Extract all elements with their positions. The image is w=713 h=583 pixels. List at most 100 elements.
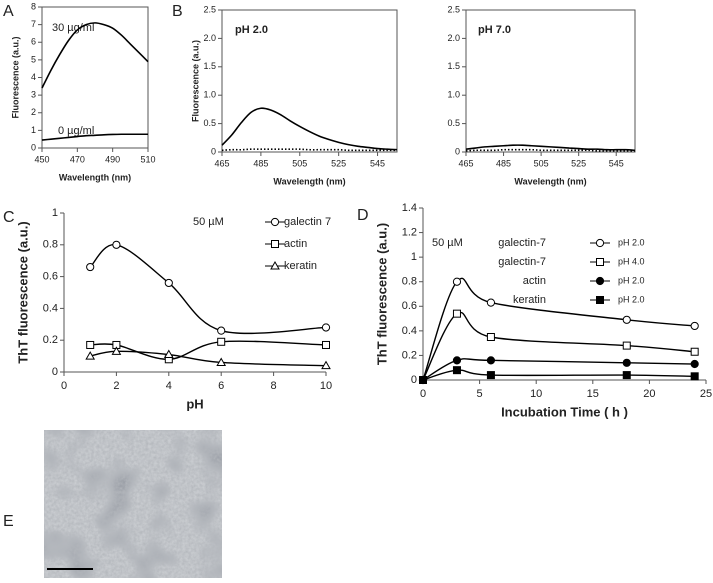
x-tick-label: 485 [496,158,511,168]
legend-label: galectin 7 [284,216,331,228]
x-tick-label: 8 [271,380,277,392]
x-tick-label: 510 [140,154,155,164]
x-tick-label: 465 [458,158,473,168]
legend-marker [595,238,605,248]
legend-label: actin [284,238,307,250]
data-point [452,366,461,375]
y-tick-label: 2.0 [203,33,216,43]
data-point [86,262,95,272]
y-tick-label: 2.0 [447,33,460,43]
data-point [486,333,495,341]
y-tick-label: 3 [31,90,36,100]
y-tick-label: 2.5 [447,4,460,14]
x-tick-label: 2 [113,380,119,392]
x-tick-label: 505 [292,158,307,168]
y-tick-label: 0.4 [43,302,58,314]
y-tick-label: 1.0 [203,90,216,100]
series-line [41,133,148,141]
data-point [321,323,331,332]
y-tick-label: 0 [455,146,460,156]
y-tick-label: 0.4 [402,325,417,337]
data-point [622,315,631,324]
y-tick-label: 1 [411,251,417,263]
data-point [321,360,331,370]
plot-frame [221,9,398,153]
x-tick-label: 525 [331,158,346,168]
data-point [111,346,122,355]
plot-frame [465,9,636,153]
panel-title: pH 7.0 [478,24,511,36]
data-point [112,240,121,249]
annotation: 50 µM [193,216,224,228]
y-tick-label: 1 [52,207,58,219]
y-tick-label: 1.0 [447,90,460,100]
x-tick-label: 6 [218,380,224,392]
x-tick-label: 0 [61,380,67,392]
y-tick-label: 0.6 [402,300,417,312]
y-axis-title: Fluorescence (a.u.) [10,36,20,118]
legend-label: pH 4.0 [618,256,645,266]
legend-label: galectin-7 [498,237,546,249]
data-point [622,358,631,367]
y-axis-title: Fluorescence (a.u.) [190,40,200,122]
legend-label: galectin-7 [498,256,546,268]
y-axis-title: ThT fluorescence (a.u.) [15,221,30,363]
data-point [690,372,699,381]
data-point [86,340,95,349]
x-axis-title: Wavelength (nm) [59,172,131,182]
panel-letter: C [3,209,15,226]
series-line [41,22,149,89]
series-line [465,144,636,152]
y-tick-label: 0.8 [402,276,417,288]
legend-marker [271,240,279,248]
y-tick-label: 1.5 [203,61,216,71]
x-axis-title: pH [186,396,203,411]
y-tick-label: 8 [31,1,36,11]
data-point [419,376,427,384]
x-tick-label: 4 [166,380,172,392]
y-tick-label: 4 [31,72,36,82]
y-tick-label: 2 [31,107,36,117]
data-point [452,277,462,286]
series-line [221,107,398,151]
x-tick-label: 505 [534,158,549,168]
data-point [690,347,699,356]
data-point [622,341,631,350]
x-tick-label: 15 [587,388,599,400]
annotation: 50 µM [432,237,463,249]
x-tick-label: 10 [320,380,332,392]
y-tick-label: 5 [31,54,36,64]
series-line [465,148,635,152]
panel-letter: D [357,207,369,224]
data-point [85,351,96,360]
y-tick-label: 1.4 [402,202,417,214]
x-tick-label: 20 [643,388,655,400]
legend-marker [270,217,280,227]
data-point [486,356,496,365]
y-tick-label: 0.6 [43,271,58,283]
y-tick-label: 1.2 [402,226,417,238]
x-tick-label: 5 [477,388,483,400]
data-point [486,371,495,380]
panel-letter: E [3,513,14,530]
x-tick-label: 470 [70,154,85,164]
data-point [690,321,699,331]
y-tick-label: 0 [52,366,58,378]
y-tick-label: 0 [411,374,417,386]
data-point [217,337,226,346]
x-tick-label: 0 [420,388,426,400]
x-axis-title: Wavelength (nm) [514,176,586,186]
series-line [422,277,695,381]
x-tick-label: 485 [253,158,268,168]
legend-label: pH 2.0 [618,275,645,285]
x-tick-label: 490 [105,154,120,164]
series-line [89,244,327,335]
legend-marker [270,260,280,270]
y-tick-label: 0.5 [447,118,460,128]
annotation: 0 µg/ml [58,125,94,137]
panel-letter: B [172,3,183,20]
data-point [163,349,174,359]
x-tick-label: 465 [214,158,229,168]
series-line [422,311,695,381]
